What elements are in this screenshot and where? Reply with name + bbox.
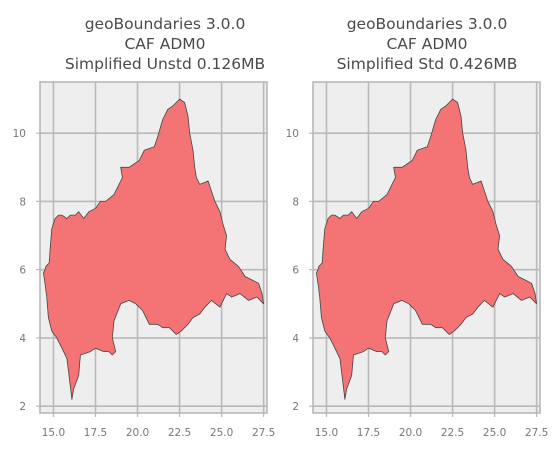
country-boundary-shape <box>316 98 537 400</box>
x-tick-label: 25.0 <box>483 427 506 439</box>
y-tick-label: 8 <box>19 196 26 208</box>
x-tick-label: 22.5 <box>441 427 464 439</box>
x-tick-label: 17.5 <box>357 427 380 439</box>
y-tick-label: 2 <box>292 401 299 413</box>
x-tick-label: 20.0 <box>399 427 422 439</box>
y-tick-label: 4 <box>292 333 299 345</box>
y-tick-label: 10 <box>286 128 299 140</box>
map-panel-std: geoBoundaries 3.0.0 CAF ADM0 Simplified … <box>286 15 549 439</box>
x-tick-label: 22.5 <box>168 427 191 439</box>
country-boundary-shape <box>43 98 264 400</box>
y-tick-label: 10 <box>13 128 26 140</box>
y-tick-label: 6 <box>292 265 299 277</box>
x-tick-label: 20.0 <box>126 427 149 439</box>
y-tick-label: 8 <box>292 196 299 208</box>
panel-title-line-3: Simplified Unstd 0.126MB <box>65 55 265 73</box>
panel-title-line-2: CAF ADM0 <box>124 35 205 53</box>
map-panel-unstd: geoBoundaries 3.0.0 CAF ADM0 Simplified … <box>13 15 276 439</box>
x-tick-label: 15.0 <box>315 427 338 439</box>
panel-title-line-2: CAF ADM0 <box>386 35 467 53</box>
panel-title-line-1: geoBoundaries 3.0.0 <box>347 15 508 33</box>
x-tick-label: 17.5 <box>84 427 107 439</box>
panel-title-line-3: Simplified Std 0.426MB <box>337 55 518 73</box>
y-tick-label: 6 <box>19 265 26 277</box>
x-tick-label: 15.0 <box>42 427 65 439</box>
x-tick-label: 27.5 <box>525 427 548 439</box>
panel-title-line-1: geoBoundaries 3.0.0 <box>85 15 246 33</box>
x-tick-label: 25.0 <box>210 427 233 439</box>
y-tick-label: 2 <box>19 401 26 413</box>
x-tick-label: 27.5 <box>252 427 275 439</box>
y-tick-label: 4 <box>19 333 26 345</box>
